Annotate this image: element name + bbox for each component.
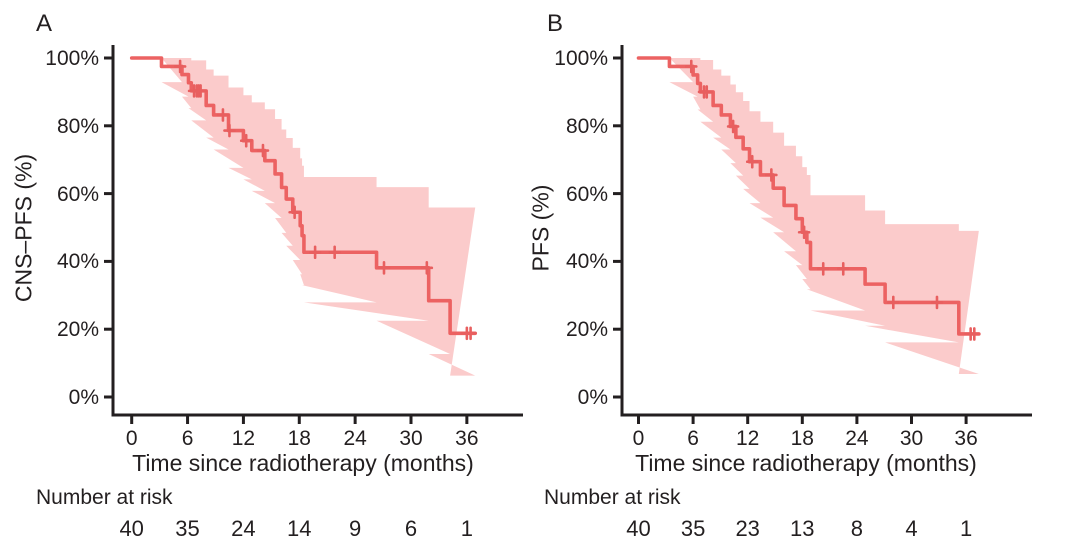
x-tick-label: 36 <box>455 427 479 450</box>
risk-count: 40 <box>119 516 144 541</box>
panel-a-y-axis-title: CNS–PFS (%) <box>10 153 37 303</box>
risk-count: 1 <box>460 516 473 541</box>
censor-mark <box>464 326 477 341</box>
x-tick-label: 6 <box>181 427 194 450</box>
risk-count: 14 <box>287 516 312 541</box>
ci-band <box>161 58 476 376</box>
censor-mark <box>967 327 981 341</box>
censor-mark <box>836 262 850 276</box>
censor-mark <box>420 261 434 275</box>
risk-count: 6 <box>404 516 418 541</box>
x-tick-label: 30 <box>399 427 423 450</box>
risk-count: 4 <box>905 516 918 541</box>
y-tick-label: 100% <box>554 47 608 70</box>
panel-b-risk-label: Number at risk <box>544 486 681 509</box>
censor-mark <box>173 59 187 74</box>
risk-count: 35 <box>680 516 706 541</box>
risk-count: 1 <box>959 516 973 541</box>
x-tick-label: 0 <box>125 427 138 450</box>
panel-a-risk-label: Number at risk <box>36 486 173 509</box>
x-tick-label: 12 <box>231 427 256 450</box>
risk-count: 8 <box>850 516 864 541</box>
censor-mark <box>745 154 759 169</box>
censor-mark <box>328 245 341 260</box>
censor-mark <box>700 85 714 99</box>
risk-count: 35 <box>175 516 200 541</box>
censor-mark <box>816 262 830 276</box>
y-tick-label: 80% <box>56 114 99 138</box>
censor-mark <box>288 205 301 220</box>
y-tick-label: 40% <box>565 250 608 274</box>
censor-mark <box>239 133 253 148</box>
censor-mark <box>377 261 391 275</box>
x-tick-label: 18 <box>790 427 814 450</box>
censor-mark <box>223 123 236 138</box>
panel-a-x-axis-title: Time since radiotherapy (months) <box>132 450 474 476</box>
risk-count: 40 <box>626 516 651 541</box>
censor-mark <box>684 59 698 74</box>
censor-mark <box>726 119 740 134</box>
censor-mark <box>930 295 944 310</box>
y-tick-label: 100% <box>45 47 99 70</box>
y-tick-label: 0% <box>68 386 99 409</box>
censor-mark <box>797 225 811 240</box>
censor-mark <box>308 245 322 260</box>
y-tick-label: 60% <box>565 182 608 206</box>
x-tick-label: 30 <box>899 427 924 450</box>
risk-count: 23 <box>735 516 760 541</box>
x-tick-label: 0 <box>632 427 645 450</box>
y-tick-label: 60% <box>56 182 99 206</box>
y-tick-label: 40% <box>56 250 99 274</box>
risk-count: 13 <box>790 516 815 541</box>
risk-count: 24 <box>231 516 256 541</box>
x-tick-label: 6 <box>687 427 699 450</box>
panel-a-letter: A <box>36 10 53 37</box>
x-tick-label: 12 <box>736 427 760 450</box>
x-tick-label: 24 <box>845 427 869 450</box>
x-tick-label: 18 <box>287 427 311 450</box>
ci-band <box>669 58 979 374</box>
panel-b-letter: B <box>547 10 564 37</box>
censor-mark <box>256 143 270 158</box>
y-tick-label: 80% <box>565 114 608 138</box>
censor-mark <box>765 168 778 182</box>
y-tick-label: 0% <box>577 386 608 409</box>
x-tick-label: 36 <box>954 427 978 450</box>
censor-mark <box>194 84 207 98</box>
censor-mark <box>887 295 900 310</box>
y-tick-label: 20% <box>56 318 99 342</box>
panel-b-x-axis-title: Time since radiotherapy (months) <box>635 450 977 476</box>
censor-mark <box>216 108 230 122</box>
risk-count: 9 <box>349 516 362 541</box>
x-tick-label: 24 <box>343 427 367 450</box>
y-tick-label: 20% <box>565 318 608 342</box>
